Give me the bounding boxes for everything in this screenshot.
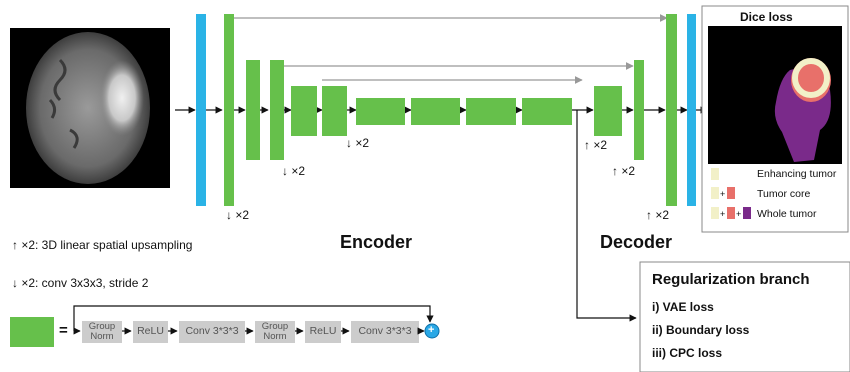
- dec-block-1: [594, 86, 622, 136]
- skip-connections: [229, 14, 668, 84]
- regularization-title: Regularization branch: [652, 271, 810, 288]
- reg-item-vae: i) VAE loss: [652, 300, 714, 314]
- reg-item-boundary: ii) Boundary loss: [652, 323, 750, 337]
- input-conv-block: [196, 14, 206, 206]
- enhancing-ring: [792, 58, 830, 98]
- upsample-label-1: ↑ ×2: [584, 138, 608, 152]
- enc-block-4b: [411, 98, 460, 125]
- enc-block-4c: [466, 98, 516, 125]
- enc-block-2a: [246, 60, 260, 160]
- downsample-label-2: ↓ ×2: [282, 164, 306, 178]
- step-relu-1: ReLU: [137, 325, 164, 337]
- swatch-whole: [743, 207, 751, 219]
- block-equals: =: [59, 322, 68, 339]
- step-conv-2: Conv 3*3*3: [358, 325, 412, 337]
- dice-loss-title: Dice loss: [740, 10, 793, 24]
- mri-input-image: [10, 28, 170, 188]
- svg-text:+: +: [720, 189, 725, 199]
- encoder-title: Encoder: [340, 232, 413, 252]
- regularization-panel: [639, 261, 850, 372]
- step-group-norm-2: Group Norm: [261, 321, 289, 342]
- svg-text:+: +: [720, 209, 725, 219]
- dec-block-2: [634, 60, 644, 160]
- step-conv-1: Conv 3*3*3: [185, 325, 239, 337]
- dice-legend-core: Tumor core: [757, 188, 811, 200]
- svg-text:+: +: [736, 209, 741, 219]
- swatch-core: [727, 187, 735, 199]
- downsample-label-3: ↓ ×2: [346, 136, 370, 150]
- legend-upsampling: ↑ ×2: 3D linear spatial upsampling: [12, 238, 193, 252]
- output-conv-block: [687, 14, 696, 206]
- dice-legend-enhancing: Enhancing tumor: [757, 168, 837, 180]
- decoder-title: Decoder: [600, 232, 673, 252]
- legend-downsampling: ↓ ×2: conv 3x3x3, stride 2: [12, 276, 149, 290]
- downsample-label-1: ↓ ×2: [226, 208, 250, 222]
- reg-item-cpc: iii) CPC loss: [652, 346, 723, 360]
- upsample-label-3: ↑ ×2: [646, 208, 670, 222]
- add-node-label: +: [428, 324, 435, 336]
- dec-block-3: [666, 14, 677, 206]
- add-node: [424, 323, 440, 339]
- enc-block-2b: [270, 60, 284, 160]
- swatch-enhancing: [711, 168, 719, 180]
- flow-arrows: [175, 106, 708, 322]
- enc-block-3a: [291, 86, 317, 136]
- dice-legend-whole: Whole tumor: [757, 208, 817, 220]
- dice-loss-panel: + + +: [701, 5, 849, 233]
- step-relu-2: ReLU: [309, 325, 337, 337]
- enc-block-4d: [522, 98, 572, 125]
- enc-block-3b: [322, 86, 347, 136]
- network-blocks: [196, 14, 696, 206]
- residual-block-schema: [10, 305, 440, 347]
- enc-block-4a: [356, 98, 405, 125]
- enc-block-1: [224, 14, 234, 206]
- step-group-norm-1: Group Norm: [88, 321, 116, 342]
- upsample-label-2: ↑ ×2: [612, 164, 636, 178]
